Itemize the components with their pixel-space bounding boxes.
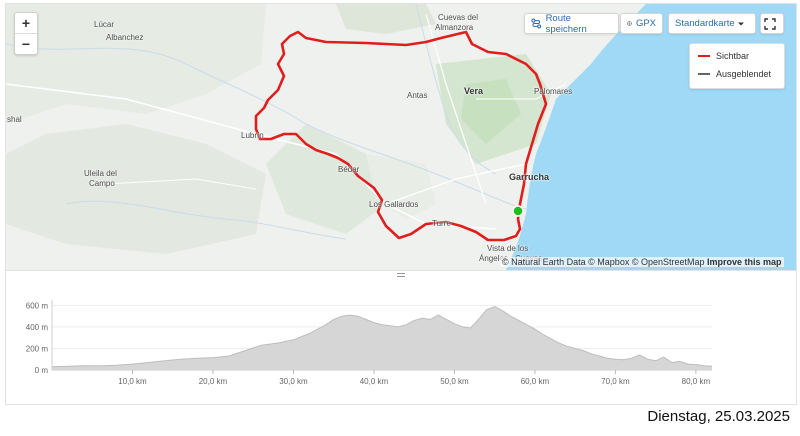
route-viewer: Lúcar Albanchez Cuevas del Almanzora Ant… [5,3,797,405]
route-line [254,30,548,242]
map-basemap [6,4,796,270]
map-style-label: Standardkarte [675,18,735,29]
route-legend: Sichtbar Ausgeblendet [689,43,785,89]
elevation-line [51,305,713,368]
x-tick-label: 50,0 km [440,377,469,386]
place-label: shal [7,115,22,124]
route-icon [531,18,542,29]
x-tick-label: 20,0 km [199,377,228,386]
place-label: Vera [464,86,484,96]
zoom-out-button[interactable]: − [15,33,37,54]
x-axis-ticks: 10,0 km 20,0 km 30,0 km 40,0 km 50,0 km 60,0 … [118,370,710,386]
place-label: Cuevas del [438,13,479,22]
x-tick-label: 60,0 km [521,377,550,386]
x-tick-label: 10,0 km [118,377,147,386]
place-label: Turre [432,219,451,228]
place-label: Garrucha [509,172,550,182]
drag-handle-icon [397,273,405,277]
y-tick-label: 400 m [26,323,49,332]
place-label: Los Gallardos [369,200,419,209]
legend-item-hidden[interactable]: Ausgeblendet [690,66,784,82]
start-marker[interactable] [512,205,524,217]
x-tick-label: 70,0 km [601,377,630,386]
elevation-area [52,306,712,370]
place-label: Lúcar [94,20,115,29]
place-label: Lubrín [241,131,264,140]
y-axis-ticks: 0 m 200 m 400 m 600 m [26,301,49,375]
save-route-label: Route speichern [545,12,587,35]
gpx-label: GPX [635,18,656,29]
map-style-select[interactable]: Standardkarte [668,13,756,34]
zoom-control: + − [14,12,38,55]
fullscreen-icon [764,17,776,30]
gpx-download-button[interactable]: GPX [620,13,663,34]
legend-label: Ausgeblendet [716,69,772,79]
place-label: Campo [89,179,115,188]
place-label: Uleila del [84,169,117,178]
fullscreen-button[interactable] [760,13,784,34]
y-tick-label: 600 m [26,301,49,310]
legend-label: Sichtbar [716,51,750,61]
x-tick-label: 40,0 km [360,377,389,386]
improve-map-link[interactable]: Improve this map [707,257,782,267]
map-attribution: © Natural Earth Data © Mapbox © OpenStre… [500,257,784,267]
y-tick-label: 200 m [26,344,49,353]
legend-swatch [698,55,710,57]
place-label: Antas [407,91,428,100]
legend-item-visible[interactable]: Sichtbar [690,48,784,64]
place-label: Bédar [338,165,360,174]
date-caption: Dienstag, 25.03.2025 [647,408,790,425]
place-label: Vista de los [487,244,529,253]
panel-resizer[interactable] [6,270,796,279]
elevation-profile-chart[interactable]: 0 m 200 m 400 m 600 m 10,0 km 20,0 km 30,0 km… [6,278,796,404]
save-route-button[interactable]: Route speichern [524,12,619,35]
y-tick-label: 0 m [35,366,49,375]
download-icon [627,21,632,26]
x-tick-label: 80,0 km [682,377,711,386]
place-label: Almanzora [435,23,474,32]
zoom-in-button[interactable]: + [21,15,31,31]
x-tick-label: 30,0 km [279,377,308,386]
place-label: Palomares [534,87,573,96]
attribution-text: © Natural Earth Data © Mapbox © OpenStre… [502,257,705,267]
chevron-down-icon [738,22,744,25]
place-label: Albanchez [106,33,144,42]
legend-swatch [698,73,710,75]
map-view[interactable]: Lúcar Albanchez Cuevas del Almanzora Ant… [6,4,796,270]
